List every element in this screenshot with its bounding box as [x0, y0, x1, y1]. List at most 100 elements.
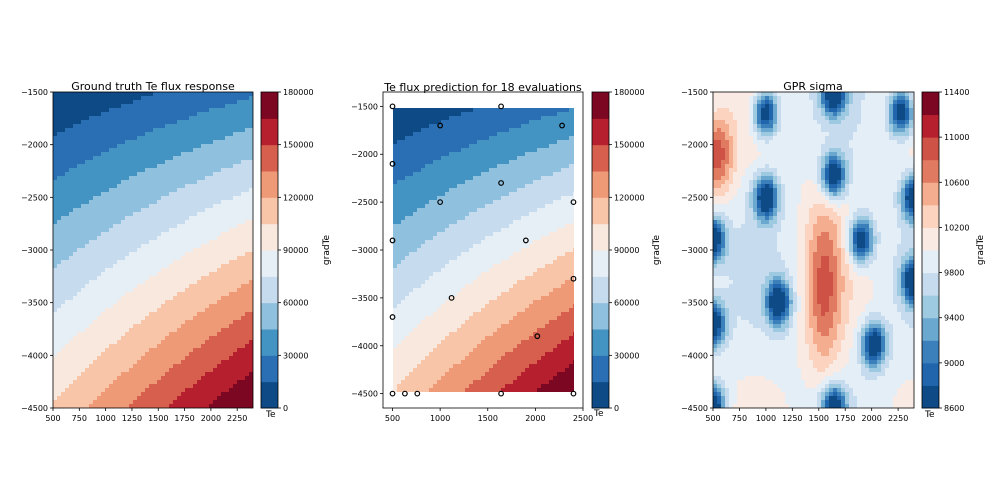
contour-cell	[209, 304, 214, 309]
contour-cell	[81, 304, 86, 309]
contour-cell	[453, 132, 458, 137]
contour-cell	[61, 308, 66, 313]
contour-cell	[173, 108, 178, 113]
contour-cell	[493, 172, 498, 177]
contour-cell	[137, 212, 142, 217]
contour-cell	[205, 256, 210, 261]
contour-cell	[173, 152, 178, 157]
contour-cell	[397, 192, 402, 197]
contour-cell	[77, 364, 82, 369]
contour-cell	[77, 332, 82, 337]
contour-cell	[141, 376, 146, 381]
contour-cell	[77, 296, 82, 301]
contour-cell	[93, 200, 98, 205]
contour-cell	[433, 172, 438, 177]
contour-cell	[137, 140, 142, 145]
contour-cell	[117, 148, 122, 153]
contour-cell	[141, 244, 146, 249]
contour-cell	[161, 280, 166, 285]
contour-cell	[437, 152, 442, 157]
contour-cell	[117, 120, 122, 125]
contour-cell	[157, 196, 162, 201]
contour-cell	[177, 120, 182, 125]
contour-cell	[225, 128, 230, 133]
contour-cell	[165, 264, 170, 269]
contour-cell	[113, 204, 118, 209]
contour-cell	[453, 160, 458, 165]
contour-cell	[237, 108, 242, 113]
contour-cell	[461, 140, 466, 145]
contour-cell	[169, 400, 174, 405]
contour-cell	[165, 224, 170, 229]
contour-cell	[137, 192, 142, 197]
contour-cell	[85, 208, 90, 213]
contour-cell	[245, 184, 250, 189]
contour-cell	[121, 296, 126, 301]
contour-cell	[241, 104, 246, 109]
contour-cell	[77, 268, 82, 273]
contour-cell	[229, 396, 234, 401]
colorbar-segment	[261, 276, 278, 303]
contour-cell	[145, 304, 150, 309]
contour-cell	[121, 312, 126, 317]
contour-cell	[85, 140, 90, 145]
contour-cell	[61, 204, 66, 209]
contour-cell	[109, 232, 114, 237]
contour-cell	[105, 192, 110, 197]
contour-cell	[193, 160, 198, 165]
contour-cell	[89, 96, 94, 101]
contour-cell	[497, 132, 502, 137]
contour-cell	[145, 348, 150, 353]
contour-cell	[137, 356, 142, 361]
contour-cell	[573, 164, 578, 169]
contour-cell	[157, 104, 162, 109]
contour-cell	[537, 184, 542, 189]
contour-cell	[133, 320, 138, 325]
contour-cell	[185, 112, 190, 117]
contour-cell	[397, 160, 402, 165]
contour-cell	[165, 300, 170, 305]
contour-cell	[117, 168, 122, 173]
contour-cell	[229, 132, 234, 137]
contour-cell	[409, 140, 414, 145]
contour-cell	[153, 212, 158, 217]
contour-cell	[85, 96, 90, 101]
contour-cell	[53, 308, 58, 313]
contour-cell	[53, 352, 58, 357]
contour-cell	[165, 244, 170, 249]
contour-cell	[129, 108, 134, 113]
contour-cell	[409, 176, 414, 181]
contour-cell	[65, 228, 70, 233]
contour-cell	[213, 264, 218, 269]
contour-cell	[97, 332, 102, 337]
contour-cell	[429, 188, 434, 193]
contour-cell	[57, 100, 62, 105]
contour-cell	[85, 316, 90, 321]
contour-cell	[73, 372, 78, 377]
contour-cell	[241, 392, 246, 397]
contour-cell	[173, 336, 178, 341]
contour-cell	[89, 132, 94, 137]
contour-cell	[93, 276, 98, 281]
contour-cell	[61, 316, 66, 321]
contour-cell	[85, 400, 90, 405]
contour-cell	[185, 96, 190, 101]
contour-cell	[69, 160, 74, 165]
contour-cell	[161, 328, 166, 333]
contour-cell	[177, 144, 182, 149]
contour-cell	[433, 176, 438, 181]
contour-cell	[53, 220, 58, 225]
contour-cell	[65, 244, 70, 249]
contour-cell	[121, 256, 126, 261]
contour-cell	[169, 144, 174, 149]
contour-cell	[429, 168, 434, 173]
contour-cell	[241, 304, 246, 309]
contour-cell	[61, 232, 66, 237]
contour-cell	[557, 152, 562, 157]
contour-cell	[213, 124, 218, 129]
contour-cell	[73, 316, 78, 321]
contour-cell	[133, 284, 138, 289]
contour-cell	[169, 92, 174, 97]
contour-cell	[149, 188, 154, 193]
